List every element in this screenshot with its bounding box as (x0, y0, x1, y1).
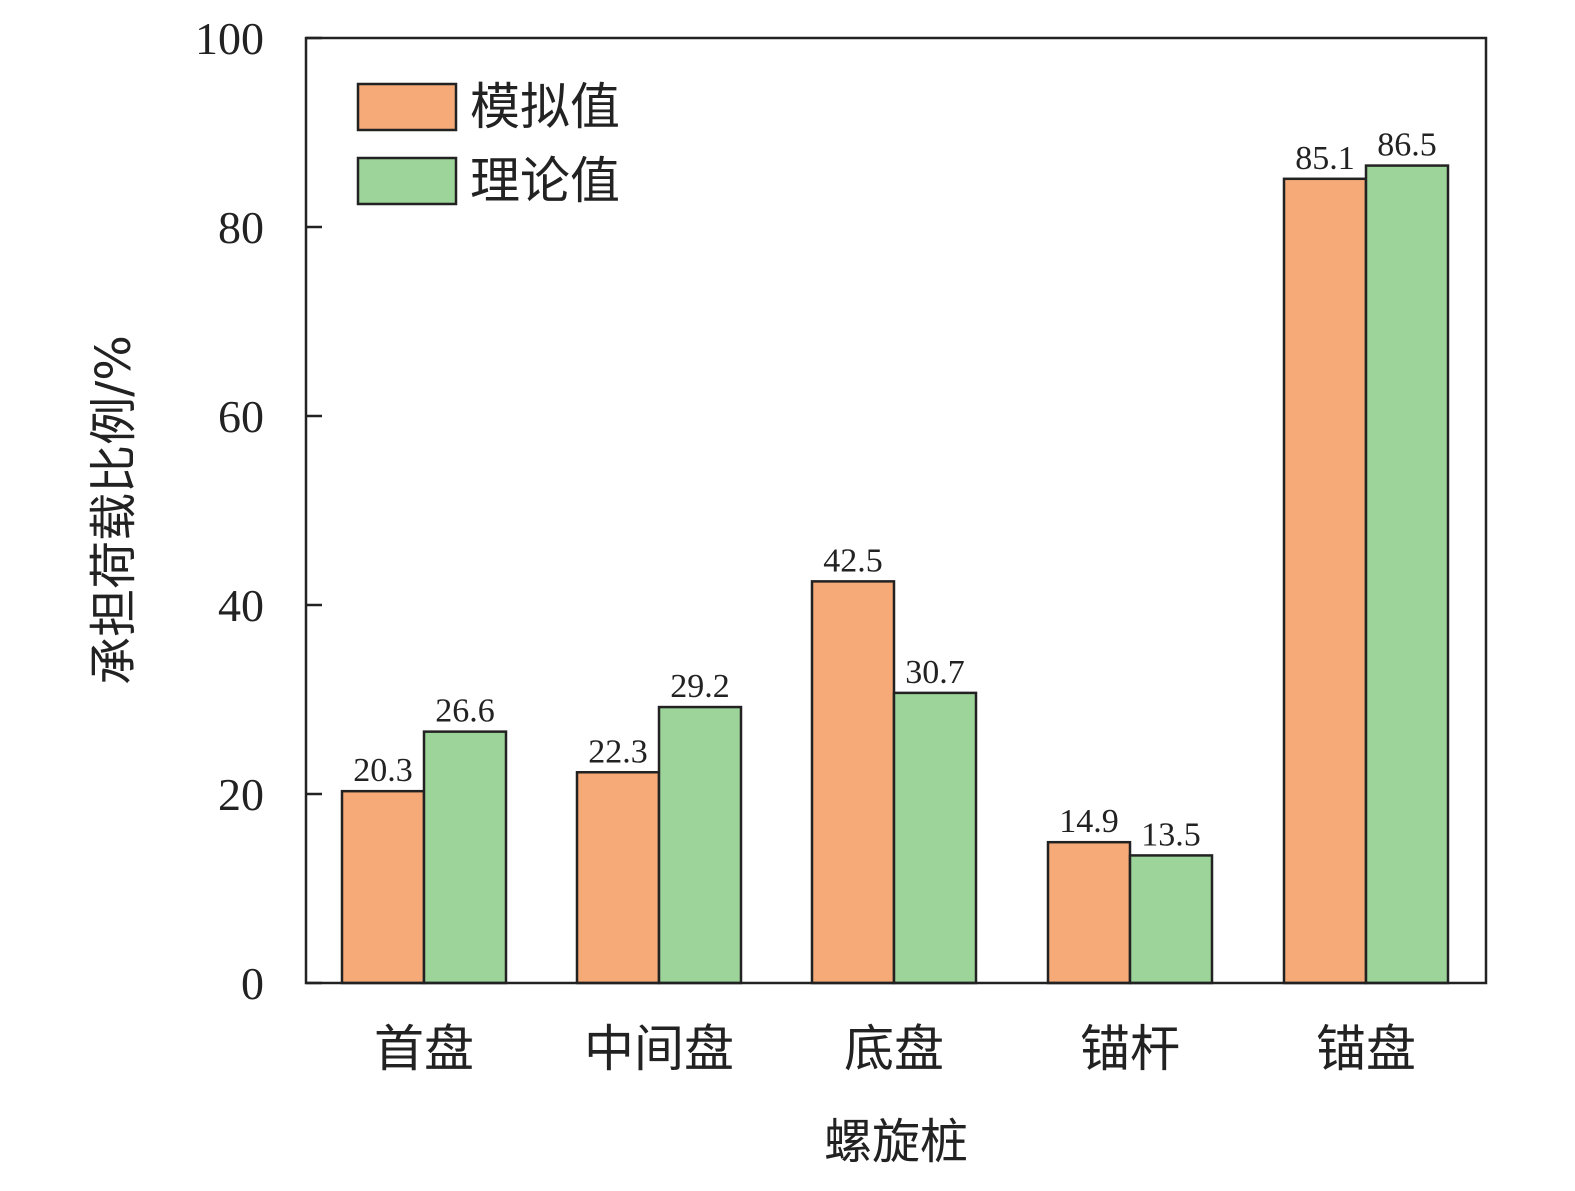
y-tick-label-4: 80 (218, 202, 264, 253)
data-label-theoretical-1: 29.2 (670, 668, 730, 705)
data-label-simulated-1: 22.3 (588, 733, 648, 770)
y-tick-label-0: 0 (241, 958, 264, 1009)
x-axis: 首盘 中间盘 底盘 锚杆 锚盘 (374, 1020, 1416, 1078)
x-category-label-3: 锚杆 (1080, 1020, 1180, 1078)
legend-swatch-0 (356, 82, 458, 132)
y-tick-label-2: 40 (218, 580, 264, 631)
bar-simulated-1 (575, 771, 661, 985)
bars-layer (340, 164, 1450, 985)
bar-simulated-4 (1282, 177, 1368, 985)
bar-theoretical-3 (1128, 854, 1214, 985)
data-label-theoretical-0: 26.6 (435, 693, 495, 730)
bar-simulated-0 (340, 789, 426, 985)
data-label-theoretical-3: 13.5 (1141, 816, 1201, 853)
x-axis-title: 螺旋桩 (824, 1114, 968, 1170)
data-label-theoretical-4: 86.5 (1377, 127, 1437, 164)
legend-label-0: 模拟值 (470, 78, 620, 136)
bar-theoretical-1 (657, 705, 743, 985)
y-tick-label-5: 100 (195, 13, 264, 64)
x-category-label-4: 锚盘 (1316, 1020, 1416, 1078)
bar-theoretical-0 (422, 730, 508, 985)
plot-frame (304, 36, 1488, 985)
data-label-simulated-3: 14.9 (1059, 803, 1119, 840)
bar-simulated-3 (1046, 840, 1132, 985)
data-label-simulated-0: 20.3 (353, 752, 413, 789)
y-axis: 0 20 40 60 80 100 (195, 13, 322, 1009)
bar-simulated-2 (810, 580, 896, 985)
x-category-label-2: 底盘 (844, 1020, 944, 1078)
y-tick-label-3: 60 (218, 391, 264, 442)
x-category-label-1: 中间盘 (584, 1020, 734, 1078)
data-label-theoretical-2: 30.7 (905, 654, 965, 691)
bar-theoretical-2 (892, 691, 978, 985)
legend-label-1: 理论值 (470, 152, 620, 210)
bar-theoretical-4 (1364, 164, 1450, 985)
y-axis-title: 承担荷载比例/% (86, 335, 142, 685)
data-labels-layer: 20.3 26.6 22.3 29.2 42.5 30.7 14.9 13.5 85.1 86.5 (353, 127, 1437, 854)
data-label-simulated-4: 85.1 (1295, 140, 1355, 177)
data-label-simulated-2: 42.5 (823, 542, 883, 579)
x-category-label-0: 首盘 (374, 1020, 474, 1078)
legend-swatch-1 (356, 156, 458, 206)
y-tick-label-1: 20 (218, 769, 264, 820)
